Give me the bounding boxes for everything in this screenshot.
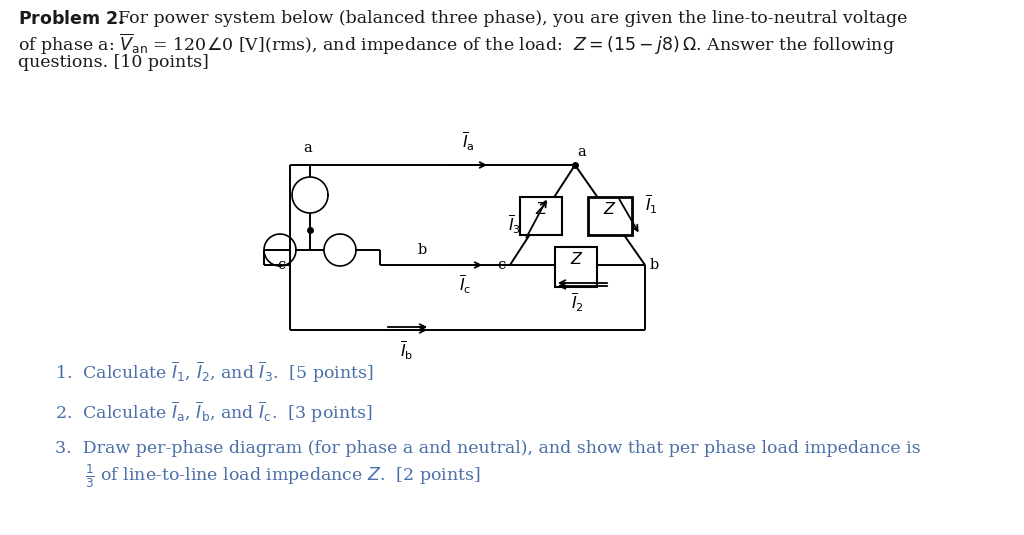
Text: b: b <box>418 243 427 257</box>
Text: $\overline{I}_2$: $\overline{I}_2$ <box>570 291 584 314</box>
Text: $Z$: $Z$ <box>536 201 549 218</box>
Text: b: b <box>650 258 659 272</box>
Text: $Z$: $Z$ <box>570 250 584 268</box>
Text: $\overline{I}_{\mathrm{b}}$: $\overline{I}_{\mathrm{b}}$ <box>400 339 414 362</box>
Bar <box>520 197 562 235</box>
Bar <box>555 247 597 287</box>
Text: a: a <box>304 141 312 155</box>
Text: $\overline{I}_{\mathrm{a}}$: $\overline{I}_{\mathrm{a}}$ <box>462 131 474 153</box>
Text: $Z$: $Z$ <box>603 201 616 218</box>
Bar <box>588 197 632 235</box>
Text: $\overline{I}_1$: $\overline{I}_1$ <box>645 193 657 216</box>
Text: of phase a: $\overline{V}_{\mathrm{an}}$ = 120$\angle$0 [V](rms), and impedance : of phase a: $\overline{V}_{\mathrm{an}}$… <box>18 32 895 57</box>
Text: c: c <box>497 258 505 272</box>
Text: 2.  Calculate $\overline{I}_{\mathrm{a}}$, $\overline{I}_{\mathrm{b}}$, and $\ov: 2. Calculate $\overline{I}_{\mathrm{a}}$… <box>55 400 373 425</box>
Text: $\frac{1}{3}$ of line-to-line load impedance $Z$.  [2 points]: $\frac{1}{3}$ of line-to-line load imped… <box>85 462 480 490</box>
Text: a: a <box>577 145 586 159</box>
Text: c: c <box>278 258 286 272</box>
Text: $\overline{I}_3$: $\overline{I}_3$ <box>508 213 521 236</box>
Text: $\mathbf{Problem\ 2.}$: $\mathbf{Problem\ 2.}$ <box>18 10 124 28</box>
Text: 1.  Calculate $\overline{I}_1$, $\overline{I}_2$, and $\overline{I}_3$.  [5 poin: 1. Calculate $\overline{I}_1$, $\overlin… <box>55 360 374 385</box>
Text: questions. [10 points]: questions. [10 points] <box>18 54 209 71</box>
Text: For power system below (balanced three phase), you are given the line-to-neutral: For power system below (balanced three p… <box>118 10 907 27</box>
Text: $\overline{I}_{\mathrm{c}}$: $\overline{I}_{\mathrm{c}}$ <box>459 273 471 296</box>
Text: 3.  Draw per-phase diagram (for phase a and neutral), and show that per phase lo: 3. Draw per-phase diagram (for phase a a… <box>55 440 921 457</box>
